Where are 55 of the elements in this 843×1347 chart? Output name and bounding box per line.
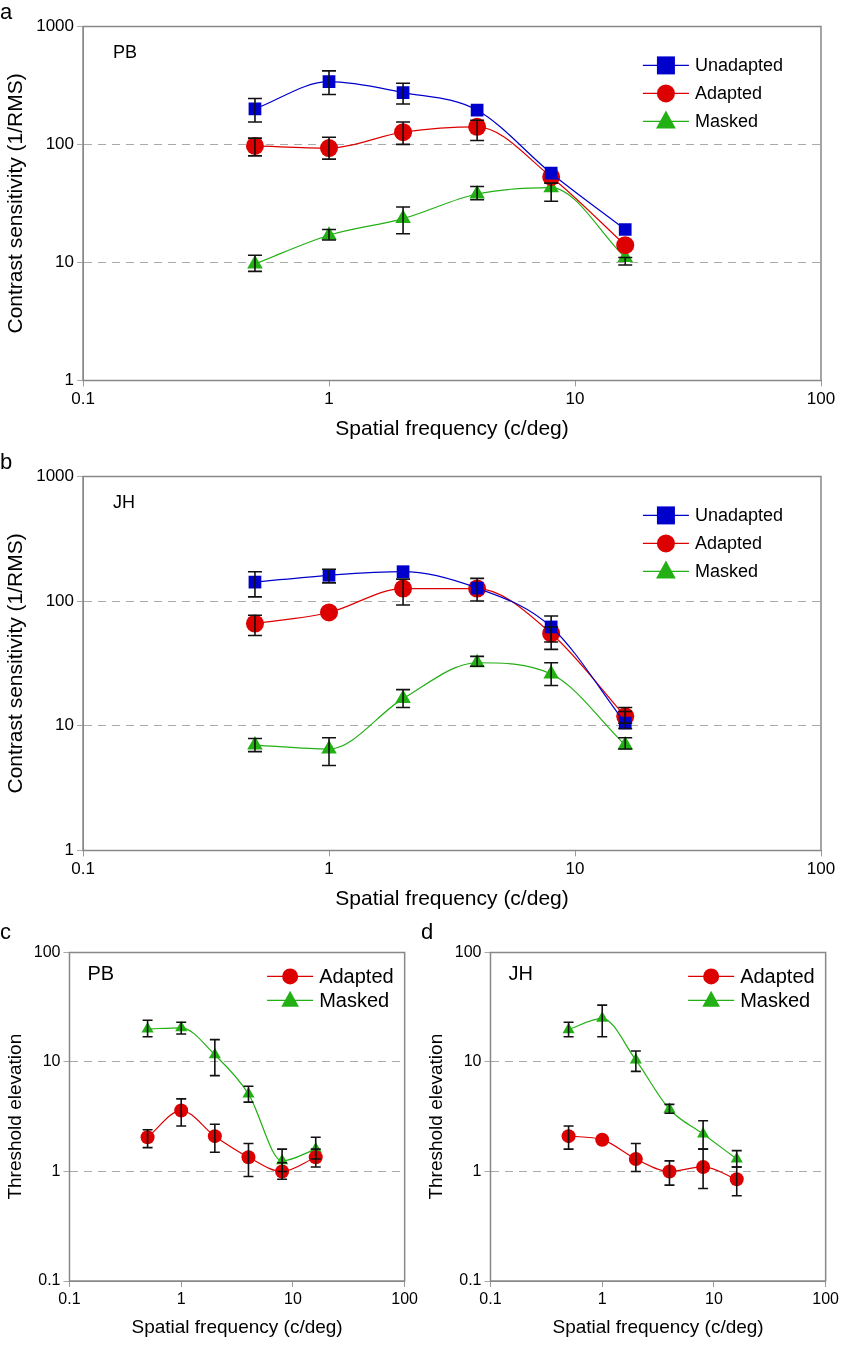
annotation: PB <box>113 42 138 63</box>
legend-label: Adapted <box>740 964 815 987</box>
x-tick-label: 10 <box>565 859 585 879</box>
x-tick-label: 1 <box>176 1290 186 1308</box>
y-tick-label: 1000 <box>36 16 75 36</box>
x-axis-title: Spatial frequency (c/deg) <box>335 416 569 440</box>
x-tick-label: 100 <box>806 859 836 879</box>
legend-label: Masked <box>740 988 811 1011</box>
y-tick-label: 1000 <box>36 466 75 486</box>
chart-title: c <box>0 919 11 945</box>
annotation: JH <box>508 961 533 984</box>
x-tick-label: 10 <box>705 1290 723 1308</box>
chart-title: a <box>0 0 13 25</box>
legend-label: Adapted <box>694 83 762 104</box>
y-tick-label: 10 <box>55 715 75 735</box>
annotation: JH <box>113 492 136 513</box>
x-tick-label: 10 <box>565 389 585 409</box>
annotation: PB <box>87 961 115 984</box>
x-tick-label: 1 <box>324 389 334 409</box>
y-tick-label: 1 <box>64 840 75 860</box>
y-axis-title: Contrast sensitivity (1/RMS) <box>3 533 27 794</box>
x-axis-title: Spatial frequency (c/deg) <box>552 1315 764 1337</box>
x-tick-label: 0.1 <box>479 1290 502 1308</box>
x-tick-label: 1 <box>597 1290 607 1308</box>
legend-label: Adapted <box>694 533 762 554</box>
y-tick-label: 100 <box>454 942 482 960</box>
y-tick-label: 10 <box>463 1052 482 1070</box>
legend-label: Masked <box>694 111 758 132</box>
y-tick-label: 1 <box>51 1161 61 1179</box>
y-tick-label: 1 <box>64 370 75 390</box>
x-tick-label: 100 <box>812 1290 840 1308</box>
y-axis-title: Threshold elevation <box>424 1033 446 1200</box>
legend-label: Adapted <box>319 964 394 987</box>
y-tick-label: 100 <box>45 134 75 154</box>
x-tick-label: 100 <box>391 1290 419 1308</box>
legend-label: Unadapted <box>694 55 783 76</box>
y-tick-label: 0.1 <box>38 1271 61 1289</box>
y-axis-title: Threshold elevation <box>3 1033 25 1200</box>
y-axis-title: Contrast sensitivity (1/RMS) <box>3 73 27 334</box>
x-tick-label: 10 <box>284 1290 302 1308</box>
y-tick-label: 1 <box>472 1161 482 1179</box>
y-tick-label: 0.1 <box>459 1271 482 1289</box>
chart-title: b <box>0 449 13 475</box>
y-tick-label: 10 <box>42 1052 61 1070</box>
x-tick-label: 100 <box>806 389 836 409</box>
y-tick-label: 10 <box>55 252 75 272</box>
x-tick-label: 1 <box>324 859 334 879</box>
chart-title: d <box>421 919 434 945</box>
y-tick-label: 100 <box>45 590 75 610</box>
legend-label: Masked <box>694 561 758 582</box>
x-axis-title: Spatial frequency (c/deg) <box>131 1315 343 1337</box>
legend-label: Masked <box>319 988 390 1011</box>
legend-label: Unadapted <box>694 505 783 526</box>
y-tick-label: 100 <box>33 942 61 960</box>
x-axis-title: Spatial frequency (c/deg) <box>335 886 569 910</box>
